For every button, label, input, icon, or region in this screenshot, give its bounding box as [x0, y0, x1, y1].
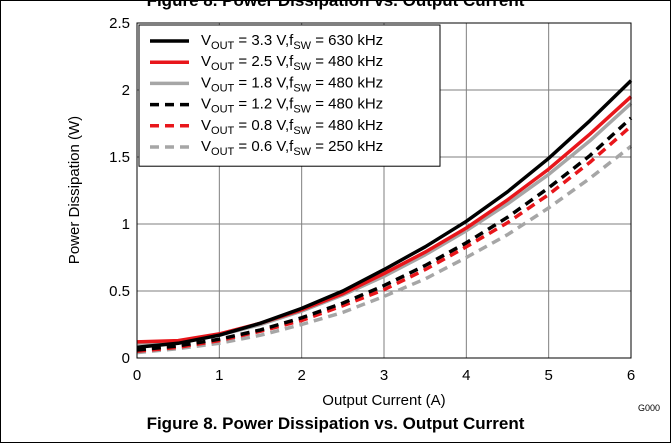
- plot-area-border: [136, 22, 632, 359]
- x-tick-label: 6: [627, 367, 635, 384]
- legend-label: VOUT = 2.5 V,fSW = 480 kHz: [201, 53, 383, 73]
- tick-label-layer: 0 1 2 3 4 5 6 0 0.5 1 1.5 2 2.5: [109, 15, 635, 384]
- x-axis-label: Output Current (A): [322, 392, 445, 409]
- series-line: [136, 79, 633, 350]
- x-tick-label: 1: [215, 367, 223, 384]
- legend-label: VOUT = 1.8 V,fSW = 480 kHz: [201, 74, 383, 94]
- y-tick-label: 1.5: [109, 149, 130, 166]
- legend-box: [138, 24, 441, 167]
- y-tick-label: 2: [122, 82, 130, 99]
- x-tick-label: 3: [380, 367, 388, 384]
- figure-header-text: Figure 8. Power Dissipation vs. Output C…: [146, 0, 525, 10]
- figure-code-label: G000: [638, 403, 660, 413]
- x-tick-label: 4: [462, 367, 470, 384]
- series-layer: [136, 79, 633, 355]
- legend-label: VOUT = 1.2 V,fSW = 480 kHz: [201, 96, 383, 116]
- y-tick-label: 1: [122, 216, 130, 233]
- figure-header-strip: Figure 8. Power Dissipation vs. Output C…: [0, 0, 671, 14]
- y-tick-label: 0.5: [109, 283, 130, 300]
- y-axis-label: Power Dissipation (W): [66, 116, 83, 264]
- y-tick-label: 2.5: [109, 15, 130, 32]
- series-line: [136, 116, 633, 352]
- legend-label: VOUT = 3.3 V,fSW = 630 kHz: [201, 32, 383, 52]
- x-tick-label: 2: [297, 367, 305, 384]
- x-tick-label: 0: [133, 367, 141, 384]
- legend-label: VOUT = 0.8 V,fSW = 480 kHz: [201, 117, 383, 137]
- figure-caption: Figure 8. Power Dissipation vs. Output C…: [146, 414, 525, 433]
- series-line: [136, 144, 633, 355]
- legend-label: VOUT = 0.6 V,fSW = 250 kHz: [201, 138, 383, 158]
- x-tick-label: 5: [544, 367, 552, 384]
- y-tick-label: 0: [122, 350, 130, 367]
